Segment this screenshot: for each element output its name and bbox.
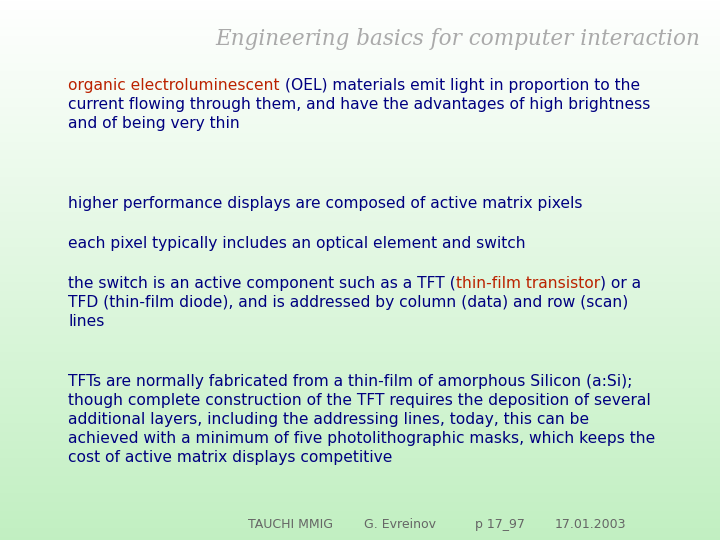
Text: and of being very thin: and of being very thin [68, 116, 240, 131]
Text: p 17_97: p 17_97 [475, 518, 525, 531]
Text: additional layers, including the addressing lines, today, this can be: additional layers, including the address… [68, 412, 589, 427]
Text: TAUCHI MMIG: TAUCHI MMIG [248, 518, 333, 531]
Text: achieved with a minimum of five photolithographic masks, which keeps the: achieved with a minimum of five photolit… [68, 431, 655, 446]
Text: G. Evreinov: G. Evreinov [364, 518, 436, 531]
Text: cost of active matrix displays competitive: cost of active matrix displays competiti… [68, 450, 392, 465]
Text: TFTs are normally fabricated from a thin-film of amorphous Silicon (a:Si);: TFTs are normally fabricated from a thin… [68, 374, 632, 389]
Text: higher performance displays are composed of active matrix pixels: higher performance displays are composed… [68, 196, 582, 211]
Text: organic electroluminescent: organic electroluminescent [68, 78, 279, 93]
Text: though complete construction of the TFT requires the deposition of several: though complete construction of the TFT … [68, 393, 651, 408]
Text: lines: lines [68, 314, 104, 329]
Text: 17.01.2003: 17.01.2003 [554, 518, 626, 531]
Text: (OEL) materials emit light in proportion to the: (OEL) materials emit light in proportion… [279, 78, 639, 93]
Text: the switch is an active component such as a TFT (: the switch is an active component such a… [68, 276, 456, 291]
Text: TFD (thin-film diode), and is addressed by column (data) and row (scan): TFD (thin-film diode), and is addressed … [68, 295, 629, 310]
Text: each pixel typically includes an optical element and switch: each pixel typically includes an optical… [68, 236, 526, 251]
Text: ) or a: ) or a [600, 276, 641, 291]
Text: thin-film transistor: thin-film transistor [456, 276, 600, 291]
Text: current flowing through them, and have the advantages of high brightness: current flowing through them, and have t… [68, 97, 650, 112]
Text: Engineering basics for computer interaction: Engineering basics for computer interact… [215, 28, 700, 50]
